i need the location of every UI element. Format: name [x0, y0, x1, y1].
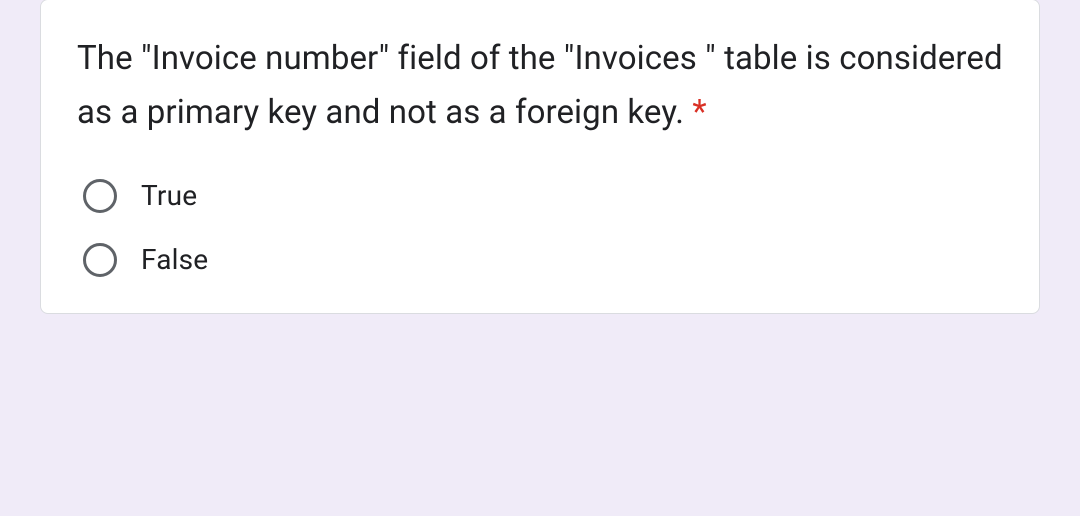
option-label: False	[141, 243, 208, 276]
radio-icon	[83, 179, 117, 213]
question-body: The "Invoice number" field of the "Invoi…	[77, 39, 1003, 132]
required-asterisk: *	[692, 93, 706, 132]
option-label: True	[141, 179, 197, 212]
option-true[interactable]: True	[83, 179, 1003, 213]
question-card: The "Invoice number" field of the "Invoi…	[40, 0, 1040, 314]
options-group: True False	[77, 179, 1003, 277]
option-false[interactable]: False	[83, 243, 1003, 277]
radio-icon	[83, 243, 117, 277]
question-text: The "Invoice number" field of the "Invoi…	[77, 32, 1003, 141]
